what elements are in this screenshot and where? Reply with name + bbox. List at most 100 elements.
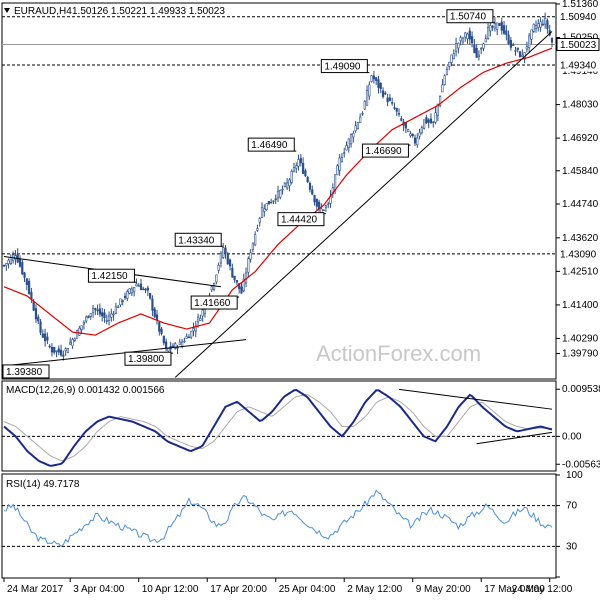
candle-body [327, 203, 330, 205]
candle-body [459, 37, 462, 41]
candle-body [194, 325, 197, 332]
candle-body [155, 314, 159, 321]
candle-body [39, 321, 42, 333]
level-tag-label: 1.49340 [560, 61, 597, 72]
time-tick-label: 25 Apr 04:00 [279, 584, 336, 595]
candle-body [128, 288, 131, 294]
candle-body [347, 138, 350, 148]
candle-body [400, 118, 403, 121]
candle-body [114, 306, 117, 314]
candle-body [190, 330, 193, 338]
candle-body [292, 167, 296, 172]
annotation-box [174, 232, 222, 247]
candle-body [174, 343, 177, 349]
candle-body [468, 30, 471, 40]
macd-signal-line [3, 394, 553, 462]
candle-body [139, 283, 143, 291]
candle-body [473, 44, 476, 54]
candle-body [215, 274, 218, 283]
price-tick-label: 1.46920 [562, 133, 599, 144]
candle-body [480, 48, 483, 50]
candle-body [133, 287, 136, 293]
candle-body [397, 113, 401, 115]
candle-body [436, 103, 439, 117]
candle-body [165, 341, 168, 349]
candle-body [181, 341, 184, 347]
candle-body [539, 21, 542, 28]
candle-body [89, 313, 92, 317]
annotation-box [446, 9, 494, 24]
candle-body [308, 182, 312, 190]
symbol-dropdown-icon[interactable] [4, 8, 10, 13]
candle-body [18, 258, 22, 267]
candle-body [489, 25, 492, 32]
candle-body [381, 90, 385, 97]
rsi-title: RSI(14) 49.7178 [6, 479, 80, 490]
rsi-layer: RSI(14) 49.7178 100 70 30 [2, 470, 583, 578]
symbol-title: EURAUD,H4 [14, 6, 72, 17]
candle-body [528, 35, 531, 49]
candle-body [240, 286, 243, 294]
level-tag-label: 1.43090 [560, 249, 597, 260]
candle-body [466, 33, 469, 39]
candle-body [265, 203, 268, 210]
candle-body [452, 53, 455, 60]
candle-body [544, 17, 547, 25]
candle-body [493, 22, 497, 29]
candle-body [340, 157, 344, 163]
candle-body [235, 280, 238, 283]
candle-body [2, 264, 6, 267]
rsi-tick-label: 70 [566, 501, 578, 512]
candle-body [59, 349, 63, 356]
candle-body [96, 309, 99, 312]
candle-body [57, 348, 60, 353]
candle-body [295, 165, 298, 169]
candle-body [302, 162, 305, 174]
candle-body [370, 75, 373, 82]
candle-body [514, 50, 517, 52]
candle-body [66, 348, 70, 354]
candle-body [146, 287, 149, 291]
candle-body [550, 37, 554, 43]
moving-average-line [3, 47, 553, 336]
candle-body [260, 207, 264, 218]
candle-body [288, 179, 291, 187]
candle-body [416, 137, 419, 146]
candle-body [210, 286, 213, 291]
annotation-label: 1.39380 [6, 367, 43, 378]
candle-body [64, 348, 67, 352]
candle-body [427, 119, 430, 123]
candle-body [448, 61, 451, 67]
level-tag [556, 37, 600, 51]
candle-body [420, 127, 423, 134]
candle-body [254, 234, 257, 246]
candle-body [219, 252, 223, 264]
ohlc-readout: 1.50126 1.50221 1.49933 1.50023 [72, 6, 225, 17]
candle-body [21, 262, 24, 275]
candle-body [256, 228, 259, 231]
candle-body [372, 75, 375, 80]
candle-body [32, 301, 35, 311]
candle-body [28, 280, 31, 294]
candle-body [343, 152, 346, 154]
candle-body [404, 122, 407, 129]
price-tick-label: 1.43620 [562, 233, 599, 244]
candle-body [272, 200, 275, 202]
candle-body [270, 202, 273, 204]
candle-body [457, 42, 460, 49]
candle-body [377, 79, 380, 88]
annotation-label: 1.46690 [365, 146, 402, 157]
candle-body [541, 23, 544, 26]
candle-body [461, 37, 465, 43]
candle-body [112, 313, 115, 316]
candle-body [5, 263, 8, 266]
price-tick-label: 1.42510 [562, 266, 599, 277]
candle-body [126, 291, 129, 299]
annotation-label: 1.50740 [450, 12, 487, 23]
annotation-label: 1.42150 [91, 271, 128, 282]
candle-body [518, 51, 522, 58]
candle-body [82, 322, 86, 325]
price-layer: 1.39790 1.40290 1.41400 1.42510 1.43620 1.447… [2, 0, 600, 379]
